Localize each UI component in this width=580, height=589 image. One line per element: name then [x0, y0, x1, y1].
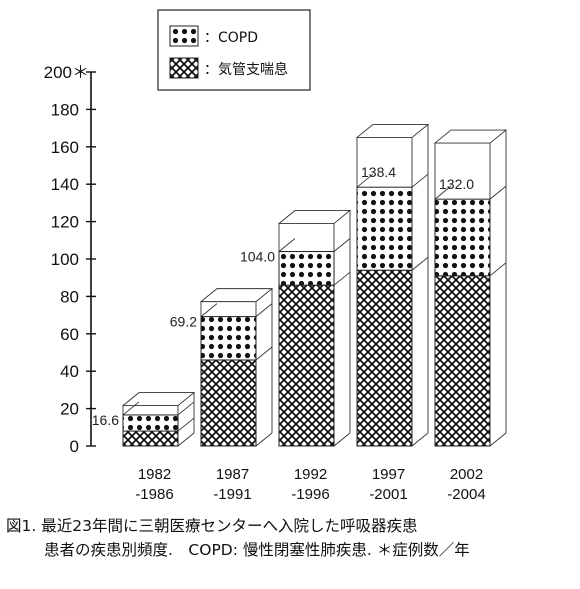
bar-copd — [278, 251, 335, 286]
bar-copd — [200, 316, 257, 361]
bar-value-label: 138.4 — [361, 164, 396, 180]
bar-top-face — [121, 392, 196, 407]
x-tick-label: 1992 — [294, 466, 327, 483]
caption-line-1: 図1. 最近23年間に三朝医療センターへ入院した呼吸器疾患 — [6, 517, 418, 535]
bar-edge — [200, 303, 218, 317]
bar-group: 69.2 — [170, 288, 274, 447]
x-tick-label: -1996 — [291, 486, 329, 503]
x-tick-label: 1982 — [138, 466, 171, 483]
bar-top-face — [199, 288, 274, 303]
bar-edge — [356, 173, 374, 188]
bar-edge — [489, 262, 507, 277]
y-axis: 0 20 40 60 80 100 120 140 160 180 200＊ — [44, 63, 96, 456]
bar-asthma — [434, 275, 491, 447]
x-tick-label: -1986 — [135, 486, 173, 503]
bar-edge — [411, 432, 429, 447]
caption-line-2: 患者の疾患別頻度. COPD: 慢性閉塞性肺疾患. ＊症例数／年 — [44, 541, 470, 559]
x-tick-label: -1991 — [213, 486, 251, 503]
bar-group: 132.0 — [433, 129, 508, 447]
bar-edge — [177, 432, 195, 447]
bar-edge — [411, 173, 429, 188]
bar-copd — [434, 198, 491, 277]
y-tick-label: 180 — [51, 100, 79, 119]
bar-edge — [278, 238, 296, 252]
y-tick-label: 100 — [51, 250, 79, 269]
y-tick-label: 160 — [51, 138, 79, 157]
y-tick-label: 200＊ — [44, 63, 89, 82]
bar-edge — [333, 271, 351, 286]
y-tick-label: 40 — [60, 362, 79, 381]
bar-copd — [356, 186, 413, 271]
legend-label-asthma: ：気管支喘息 — [204, 61, 288, 78]
bar-edge — [255, 303, 273, 317]
bar-edge — [177, 417, 195, 432]
bar-edge — [255, 432, 273, 447]
y-tick-label: 20 — [60, 400, 79, 419]
x-axis-labels: 1982 -1986 1987 -1991 1992 -1996 1997 -2001 2002… — [135, 466, 485, 503]
bar-value-label: 16.6 — [92, 412, 119, 428]
x-tick-label: -2001 — [369, 486, 407, 503]
bar-copd — [122, 414, 179, 432]
bar-group: 16.6 — [92, 392, 196, 447]
bar-value-label: 69.2 — [170, 314, 197, 330]
bar-asthma — [122, 430, 179, 447]
legend-label-copd: ：COPD — [204, 30, 258, 46]
bar-top-face — [433, 129, 508, 144]
bar-edge — [333, 238, 351, 252]
y-tick-label: 120 — [51, 213, 79, 232]
x-tick-label: 1987 — [216, 466, 249, 483]
legend-swatch-asthma — [169, 57, 199, 79]
bar-value-label: 104.0 — [240, 249, 275, 265]
bar-top-face — [355, 123, 430, 138]
y-tick-label: 80 — [60, 287, 79, 306]
figure-caption: 図1. 最近23年間に三朝医療センターへ入院した呼吸器疾患 患者の疾患別頻度. … — [6, 514, 576, 562]
bar-asthma — [200, 359, 257, 447]
bar-edge — [489, 432, 507, 447]
x-tick-label: -2004 — [447, 486, 485, 503]
bar-edge — [333, 432, 351, 447]
x-tick-label: 2002 — [450, 466, 483, 483]
bar-asthma — [278, 284, 335, 447]
y-tick-label: 140 — [51, 175, 79, 194]
bar-asthma — [356, 269, 413, 447]
y-tick-label: 60 — [60, 325, 79, 344]
legend-swatch-copd — [169, 25, 199, 47]
bar-edge — [177, 401, 195, 416]
bar-edge — [489, 185, 507, 200]
y-tick-label: 0 — [70, 437, 79, 456]
bar-edge — [434, 185, 452, 200]
bars: 16.6 69.2 104.0 138.4 132.0 — [92, 123, 508, 447]
bar-group: 138.4 — [355, 123, 430, 447]
x-tick-label: 1997 — [372, 466, 405, 483]
chart: ：COPD ：気管支喘息 0 20 40 60 80 100 120 140 160 180 200… — [44, 9, 508, 503]
bar-edge — [411, 256, 429, 271]
bar-group: 104.0 — [240, 210, 352, 447]
legend: ：COPD ：気管支喘息 — [157, 9, 311, 91]
bar-value-label: 132.0 — [439, 176, 474, 192]
bar-top-face — [277, 210, 352, 224]
bar-edge — [122, 401, 140, 416]
bar-edge — [255, 346, 273, 361]
